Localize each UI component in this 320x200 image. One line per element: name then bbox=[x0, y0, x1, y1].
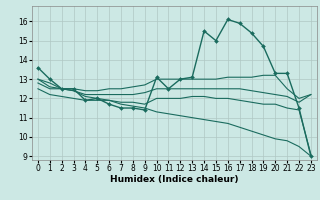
X-axis label: Humidex (Indice chaleur): Humidex (Indice chaleur) bbox=[110, 175, 239, 184]
